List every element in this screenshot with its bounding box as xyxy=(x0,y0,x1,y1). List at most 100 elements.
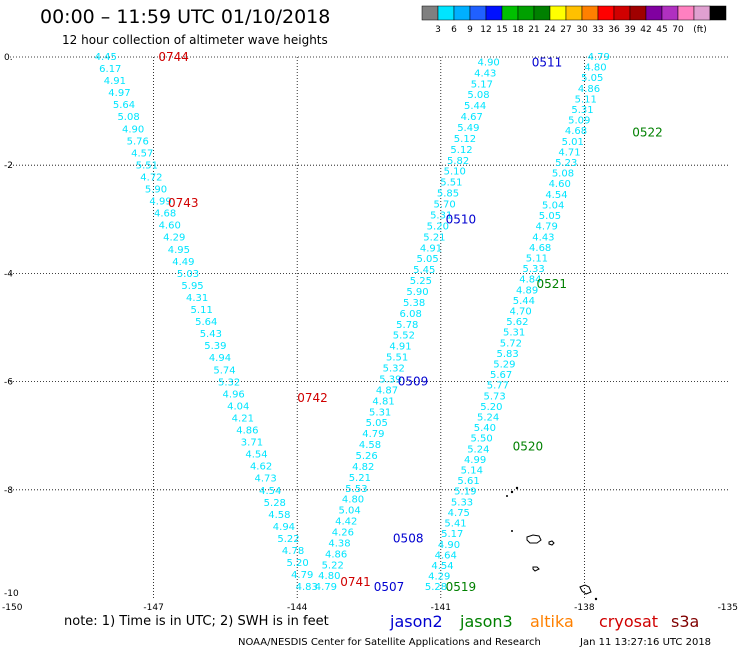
wave-height-value: 5.51 xyxy=(136,160,158,171)
wave-height-value: 4.94 xyxy=(273,522,295,533)
scale-label: 33 xyxy=(592,25,603,35)
wave-height-value: 5.31 xyxy=(571,105,593,116)
wave-height-value: 5.01 xyxy=(562,137,584,148)
wave-height-value: 5.22 xyxy=(322,560,344,571)
wave-height-value: 5.21 xyxy=(349,473,371,484)
wave-height-value: 4.96 xyxy=(223,389,245,400)
wave-height-value: 5.04 xyxy=(542,200,564,211)
wave-height-value: 5.29 xyxy=(493,360,515,371)
note-text: note: 1) Time is in UTC; 2) SWH is in fe… xyxy=(64,614,329,629)
axis-tick-labels: 0. -2 -4 -6 -8 -10 -150 -147 -144 -141 -138 -135 xyxy=(2,53,738,613)
wave-height-value: 4.79 xyxy=(291,570,313,581)
wave-height-value: 4.54 xyxy=(259,486,281,497)
wave-height-value: 4.75 xyxy=(448,508,470,519)
scale-swatch xyxy=(709,5,727,21)
wave-height-value: 5.39 xyxy=(379,374,401,385)
wave-height-value: 4.21 xyxy=(232,413,254,424)
y-tick-label: -4 xyxy=(4,269,13,279)
wave-height-value: 5.19 xyxy=(454,487,476,498)
pass-time-label: 0741 xyxy=(340,575,371,589)
wave-height-value: 5.08 xyxy=(117,112,139,123)
scale-swatch xyxy=(693,5,711,21)
wave-height-value: 5.70 xyxy=(433,200,455,211)
wave-height-value: 4.29 xyxy=(163,233,185,244)
wave-height-value: 4.80 xyxy=(584,63,606,74)
scale-swatch xyxy=(469,5,487,21)
wave-height-value: 4.58 xyxy=(268,510,290,521)
wave-height-value: 5.64 xyxy=(195,317,217,328)
wave-height-value: 4.62 xyxy=(250,462,272,473)
pass-time-label: 0520 xyxy=(513,440,544,454)
wave-height-value: 4.91 xyxy=(389,342,411,353)
wave-height-value: 5.53 xyxy=(345,484,367,495)
pass-time-label: 0743 xyxy=(168,196,199,210)
wave-height-value: 5.82 xyxy=(447,156,469,167)
wave-height-value: 5.40 xyxy=(474,423,496,434)
island-outlines xyxy=(506,486,598,601)
wave-height-value: 5.31 xyxy=(369,407,391,418)
scale-label: 18 xyxy=(512,25,524,35)
satellite-legend: jason2 jason3 altika cryosat s3a xyxy=(389,612,699,631)
wave-height-value: 6.17 xyxy=(99,64,121,75)
wave-height-value: 5.20 xyxy=(480,402,502,413)
pass-time-label: 0744 xyxy=(158,50,189,64)
wave-height-value: 4.89 xyxy=(516,285,538,296)
scale-swatch xyxy=(597,5,615,21)
wave-height-value: 4.81 xyxy=(372,396,394,407)
wave-height-value: 5.74 xyxy=(213,365,235,376)
scale-label: 27 xyxy=(560,25,571,35)
wave-height-value: 4.79 xyxy=(315,582,337,593)
pass-time-label: 0507 xyxy=(374,580,405,594)
wave-height-value: 5.85 xyxy=(437,189,459,200)
wave-height-value: 4.43 xyxy=(474,68,496,79)
wave-height-value: 5.11 xyxy=(526,253,548,264)
wave-height-value: 4.73 xyxy=(255,474,277,485)
wave-height-value: 4.80 xyxy=(318,571,340,582)
scale-swatch xyxy=(613,5,631,21)
wave-height-value: 5.39 xyxy=(204,341,226,352)
wave-height-value: 5.20 xyxy=(427,221,449,232)
wave-height-value: 4.87 xyxy=(376,385,398,396)
scale-label: 36 xyxy=(608,25,620,35)
wave-height-value: 4.43 xyxy=(532,232,554,243)
wave-height-value: 4.90 xyxy=(438,540,460,551)
y-tick-label: -6 xyxy=(4,378,13,388)
pass-time-label: 0521 xyxy=(537,277,568,291)
wave-height-value: 4.58 xyxy=(359,440,381,451)
scale-label: 15 xyxy=(496,25,507,35)
scale-swatch xyxy=(661,5,679,21)
scale-label: 45 xyxy=(656,25,667,35)
pass-time-label: 0522 xyxy=(632,126,663,140)
wave-height-value: 5.05 xyxy=(581,73,603,84)
wave-height-value: 4.97 xyxy=(108,88,130,99)
x-tick-label: -144 xyxy=(287,603,308,613)
wave-height-value: 4.79 xyxy=(362,429,384,440)
scale-swatch xyxy=(485,5,503,21)
wave-height-value: 4.99 xyxy=(149,197,171,208)
pass-time-label: 0519 xyxy=(446,580,477,594)
wave-height-value: 4.79 xyxy=(588,52,610,63)
wave-height-value: 5.64 xyxy=(113,100,135,111)
wave-height-value: 4.57 xyxy=(131,148,153,159)
wave-height-value: 4.95 xyxy=(168,245,190,256)
wave-height-value: 5.10 xyxy=(444,167,466,178)
wave-height-value: 5.03 xyxy=(177,269,199,280)
pass-time-label: 0509 xyxy=(398,375,429,389)
wave-height-value: 5.25 xyxy=(410,276,432,287)
wave-height-value: 5.09 xyxy=(568,116,590,127)
wave-height-value: 4.83 xyxy=(296,582,318,593)
satellite-legend-cryosat: cryosat xyxy=(599,612,658,631)
wave-height-value: 5.67 xyxy=(490,370,512,381)
wave-height-value: 5.21 xyxy=(423,232,445,243)
wave-height-value: 5.22 xyxy=(277,534,299,545)
wave-height-value: 5.26 xyxy=(355,451,377,462)
wave-height-value: 5.49 xyxy=(457,123,479,134)
x-tick-label: -147 xyxy=(143,603,163,613)
x-tick-label: -150 xyxy=(2,603,23,613)
wave-height-value: 5.05 xyxy=(366,418,388,429)
wave-height-value: 4.64 xyxy=(435,550,457,561)
wave-height-value: 5.44 xyxy=(513,296,535,307)
wave-height-value: 5.24 xyxy=(477,413,499,424)
wave-height-value: 4.68 xyxy=(154,209,176,220)
